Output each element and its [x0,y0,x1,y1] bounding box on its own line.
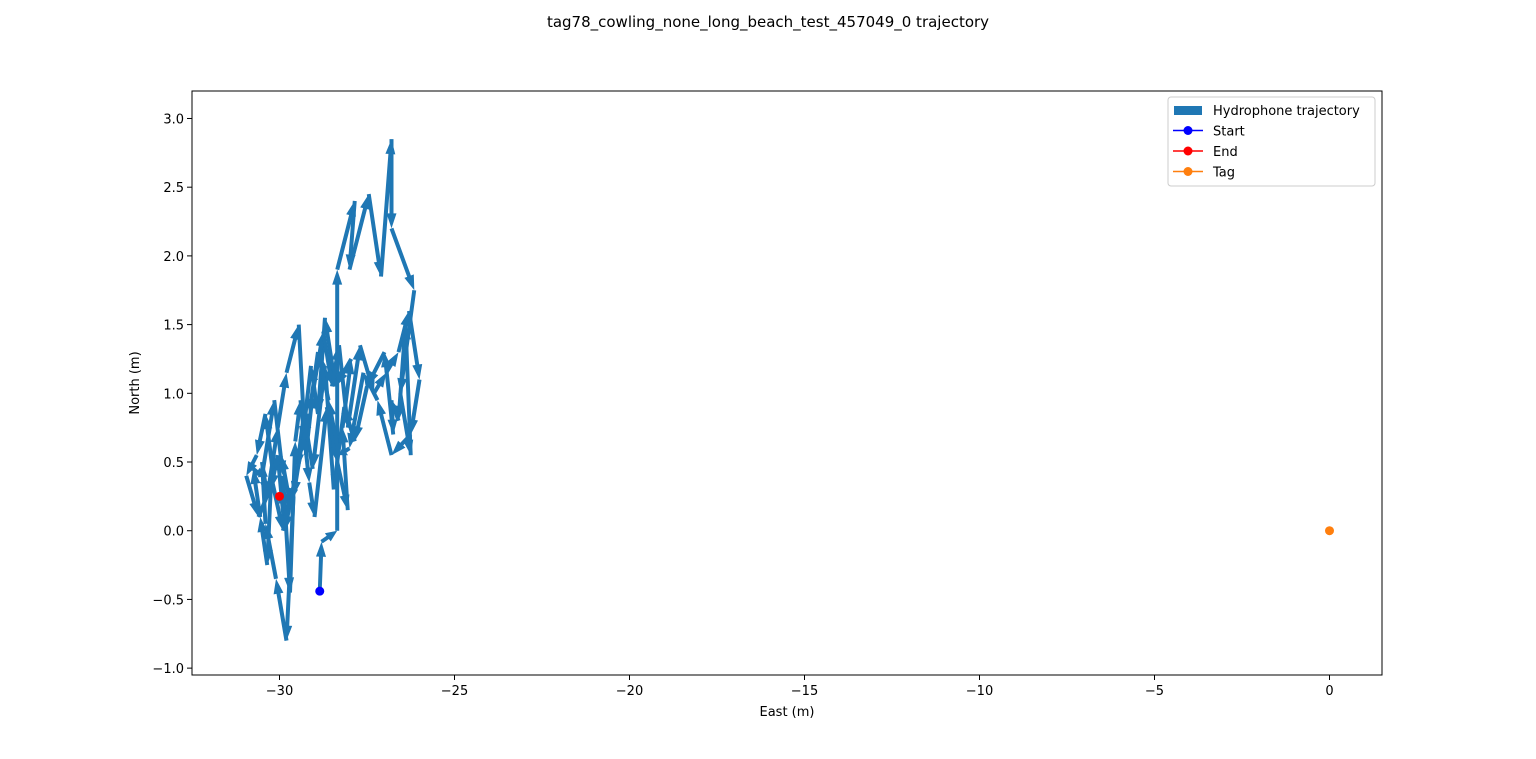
x-axis-ticks: −30 −25 −20 −15 −10 −5 0 [266,675,1334,699]
trajectory-arrow [272,454,283,469]
trajectory-arrow [257,462,268,524]
legend-box [1167,96,1376,187]
y-tick-label: −0.5 [152,593,184,608]
trajectory-arrow [335,358,353,387]
trajectory-arrow [296,324,310,456]
trajectory-arrow [309,365,327,469]
chart-title: tag78_cowling_none_long_beach_test_45704… [547,13,989,32]
legend-label: Start [1213,125,1245,140]
trajectory-arrow [338,427,350,511]
start-marker [315,586,325,596]
end-marker [275,491,284,501]
trajectory-arrow [303,393,316,456]
y-tick-label: 1.0 [163,387,184,402]
legend-swatch-trajectory [1174,106,1202,115]
y-tick-label: 3.0 [163,112,184,127]
axes-frame [191,90,1383,676]
trajectory-arrow [386,139,397,229]
trajectory-arrow [379,139,396,277]
trajectory-arrow [340,359,355,428]
legend: Hydrophone trajectory Start End Tag [1167,96,1376,187]
trajectory-arrow [250,468,263,518]
trajectory-arrow [281,475,295,593]
trajectory-arrow [321,365,336,490]
trajectory-arrow [246,454,259,476]
x-tick-label: 0 [1325,684,1333,699]
trajectory-arrow [337,345,352,428]
y-tick-label: 2.0 [163,250,184,265]
trajectory-arrow [384,352,399,374]
trajectory-arrow [316,541,326,592]
y-axis-label: North (m) [128,351,143,414]
trajectory-arrow [263,523,278,580]
trajectory-arrow [298,413,312,456]
trajectory-arrow [281,489,294,532]
trajectory-arrow [363,372,380,402]
trajectory-arrow [244,475,259,517]
trajectory-arrow [320,530,338,544]
trajectory-arrow [394,324,408,421]
trajectory-arrow [408,379,422,435]
trajectory-arrow [316,352,331,401]
y-tick-label: 0.0 [163,525,184,540]
trajectory-arrow [347,372,366,449]
x-tick-label: −20 [616,684,643,699]
trajectory-arrow [391,433,413,456]
trajectory-arrow [284,324,300,374]
trajectory-arrow [372,372,387,395]
trajectory-arrow [345,200,357,270]
legend-marker-tag [1183,167,1193,176]
trajectory-arrow [366,193,384,277]
y-axis-ticks: −1.0 −0.5 0.0 0.5 1.0 1.5 2.0 2.5 3.0 [152,112,192,677]
trajectory-arrow [321,331,335,387]
x-tick-label: −5 [1145,684,1164,699]
trajectory-arrow [262,489,273,566]
trajectory-arrow [353,386,369,442]
trajectory-arrow [407,310,423,380]
trajectory-arrow [306,351,320,414]
point-markers [275,491,1334,596]
trajectory-arrow [339,446,351,456]
trajectory-arrow [389,227,415,291]
legend-label: End [1213,145,1238,160]
trajectory-arrow [273,578,289,641]
trajectory-arrow [381,352,396,435]
trajectory-arrow [367,351,387,387]
trajectory-arrows [244,139,423,641]
trajectory-arrow [275,372,290,428]
trajectory-arrow [376,400,394,456]
trajectory-arrow [335,200,356,271]
legend-marker-end [1183,146,1193,156]
legend-marker-start [1183,126,1193,135]
legend-label: Tag [1212,166,1235,181]
trajectory-arrow [270,482,285,531]
x-tick-label: −15 [791,684,818,699]
trajectory-arrow [396,310,411,353]
trajectory-arrow [256,482,273,518]
trajectory-arrow [255,413,268,456]
y-tick-label: 2.5 [163,181,184,196]
trajectory-arrow [347,194,370,271]
x-tick-label: −10 [966,684,993,699]
trajectory-arrow [282,496,296,641]
trajectory-arrow [262,413,275,470]
x-axis-label: East (m) [760,705,815,720]
x-tick-label: −30 [266,684,293,699]
trajectory-arrow [312,407,331,518]
legend-label: Hydrophone trajectory [1213,104,1360,119]
x-tick-label: −25 [441,684,468,699]
y-tick-label: 1.5 [163,319,184,334]
tag-marker [1325,526,1334,536]
y-tick-label: 0.5 [163,456,184,471]
y-tick-label: −1.0 [152,662,184,677]
trajectory-arrow [332,269,343,531]
trajectory-arrow [326,400,341,456]
trajectory-arrow [345,345,363,428]
